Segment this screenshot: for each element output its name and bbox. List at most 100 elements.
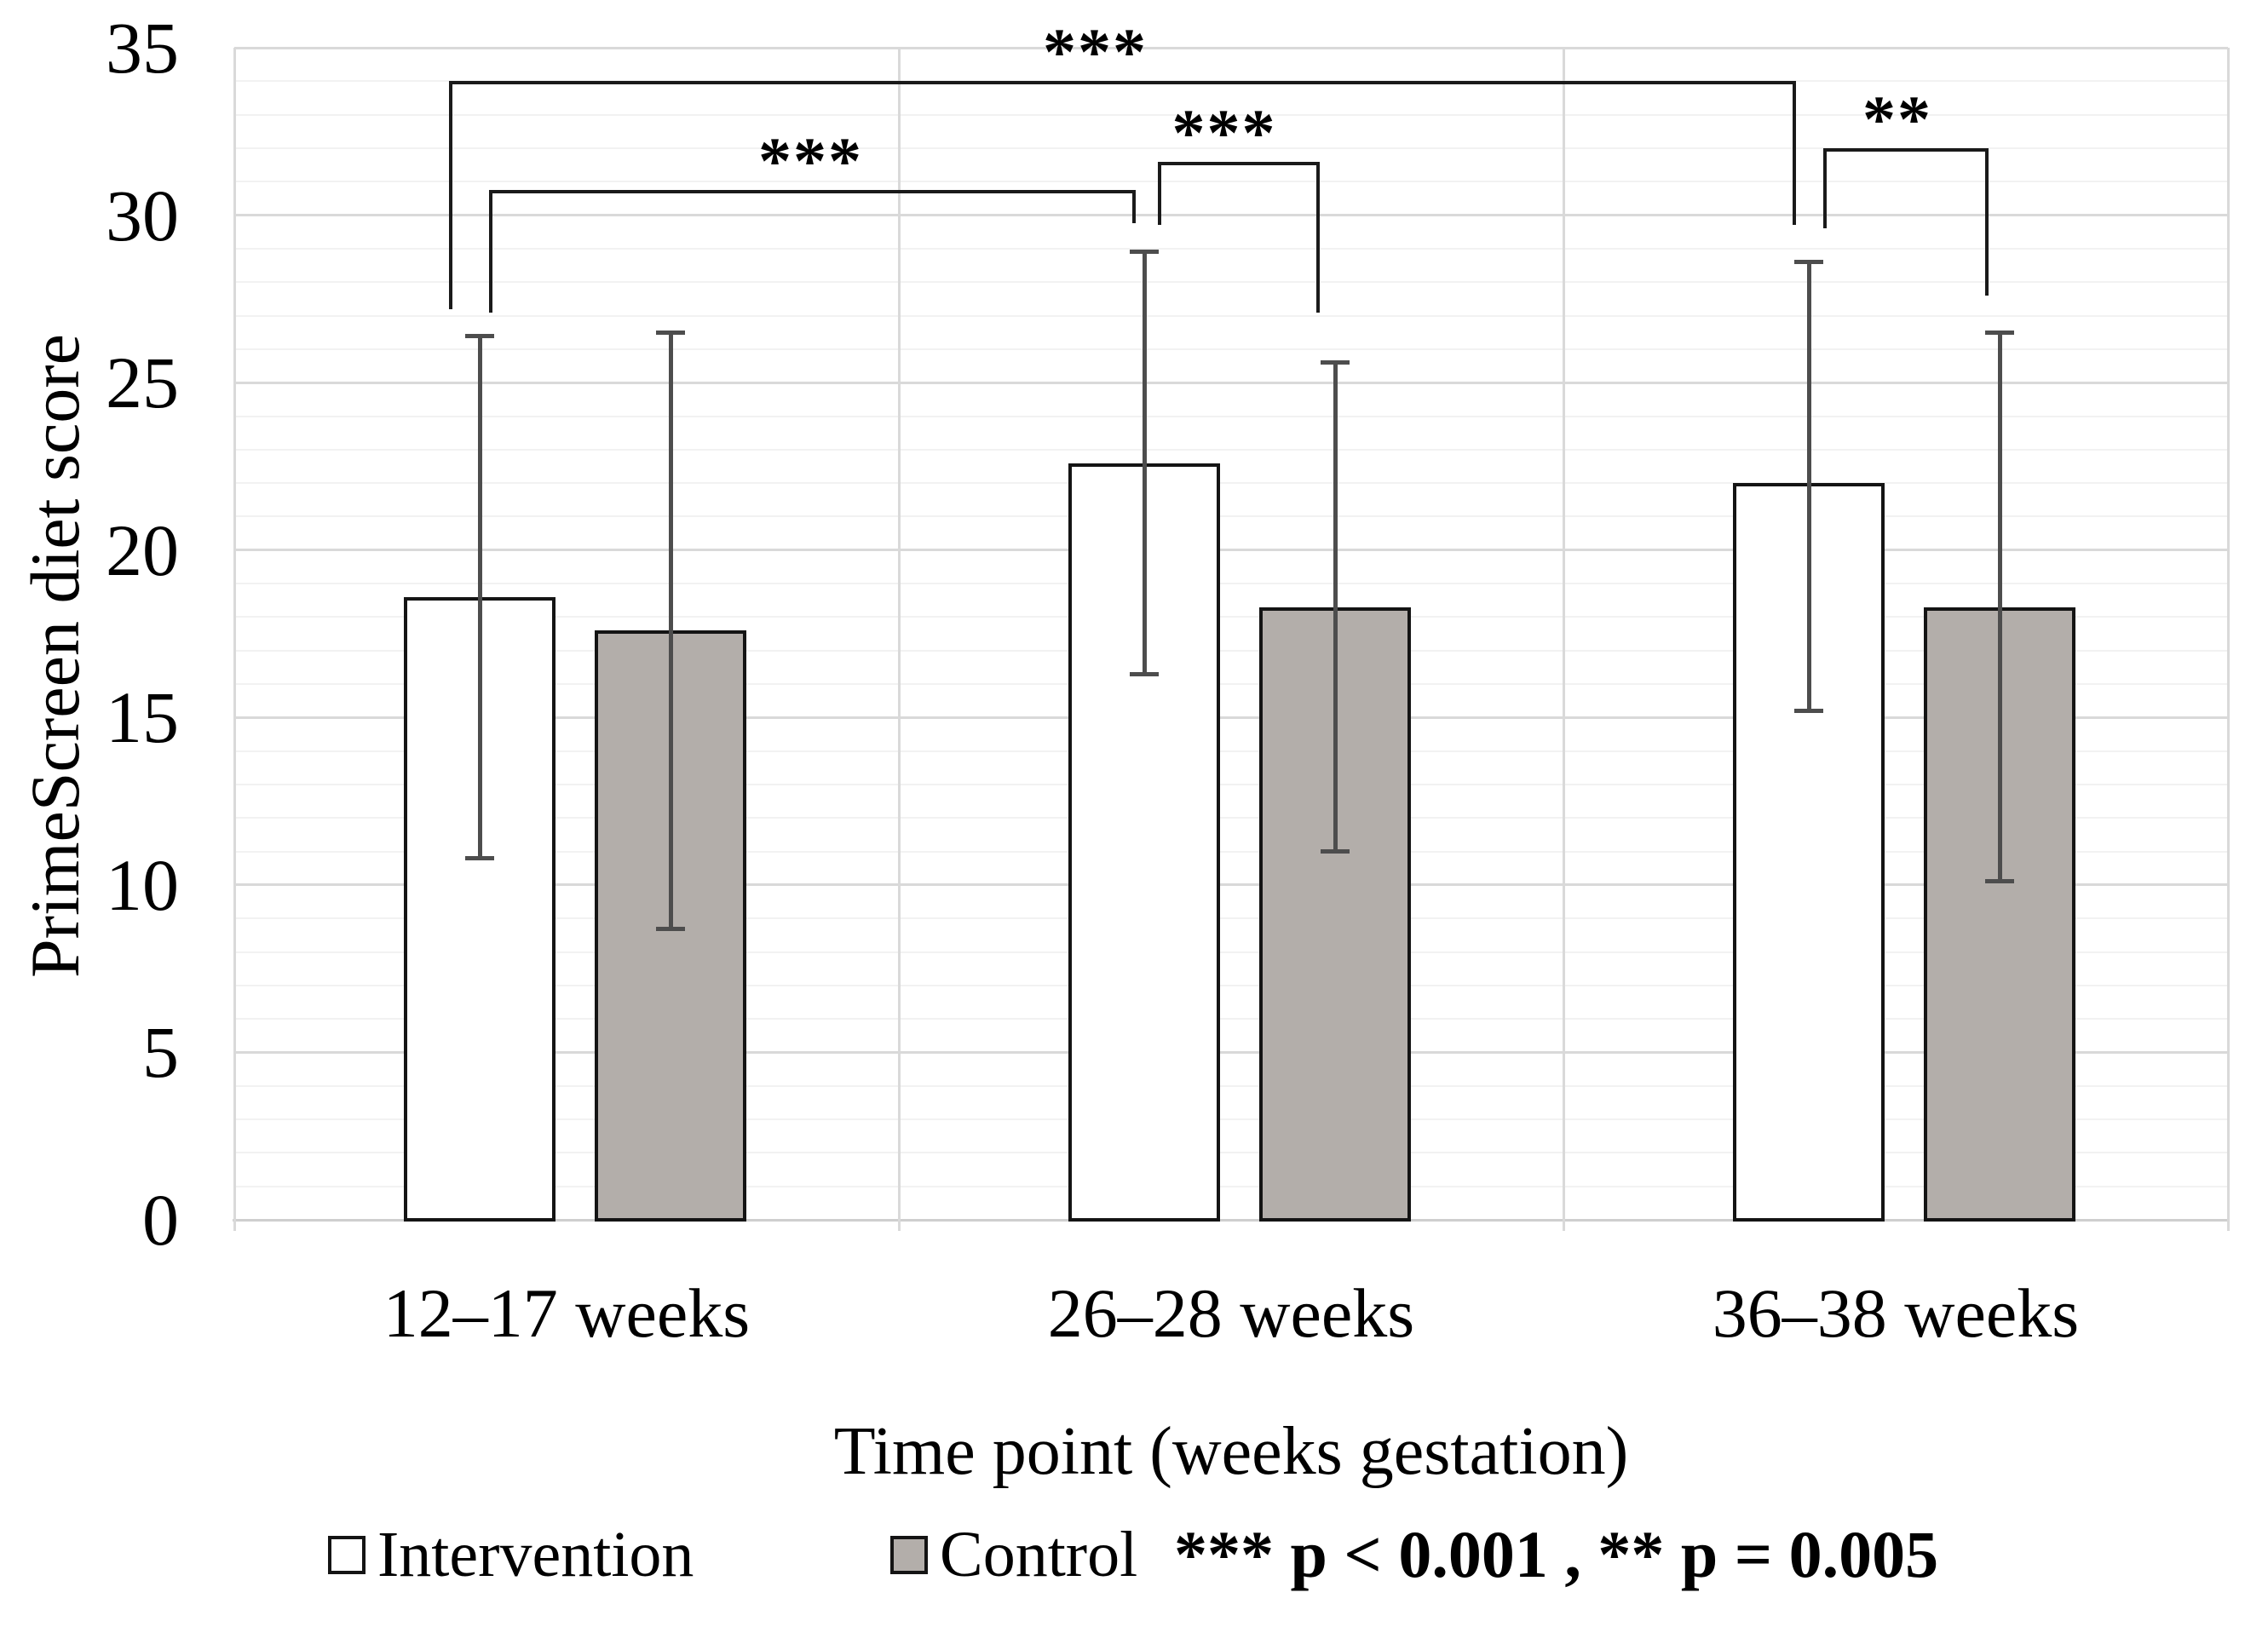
significance-bracket-left-drop	[1158, 161, 1161, 226]
minor-gridline	[234, 482, 2228, 485]
error-bar-cap-bottom	[1321, 849, 1350, 854]
error-bar-cap-bottom	[465, 855, 494, 860]
error-bar-cap-bottom	[656, 926, 685, 931]
intervention-swatch-icon	[328, 1535, 366, 1574]
minor-gridline	[234, 1152, 2228, 1154]
x-axis-tick	[233, 1220, 236, 1231]
significance-bracket-right-drop	[1793, 81, 1796, 226]
error-bar-line	[1142, 251, 1147, 675]
significance-bracket-left-drop	[449, 81, 452, 309]
error-bar-cap-top	[465, 333, 494, 338]
minor-gridline	[234, 1185, 2228, 1187]
minor-gridline	[234, 281, 2228, 284]
major-gridline	[234, 883, 2228, 887]
bar-intervention-2	[1733, 483, 1885, 1222]
significance-label: ***	[1043, 14, 1148, 89]
y-tick-label: 15	[106, 676, 179, 759]
control-swatch-icon	[890, 1535, 928, 1574]
minor-gridline	[234, 415, 2228, 417]
x-category-label: 12–17 weeks	[383, 1274, 751, 1352]
error-bar-cap-bottom	[1985, 879, 2014, 884]
significance-label: ***	[1171, 95, 1277, 170]
minor-gridline	[234, 348, 2228, 350]
minor-gridline	[234, 616, 2228, 618]
x-category-label: 26–28 weeks	[1047, 1274, 1415, 1352]
y-tick-label: 35	[106, 7, 179, 89]
error-bar-line	[1333, 362, 1338, 852]
x-axis-tick	[1562, 1220, 1565, 1231]
significance-bracket-left-drop	[489, 190, 492, 313]
major-gridline	[234, 214, 2228, 217]
legend: Intervention Control *** p < 0.001 , ** …	[0, 1516, 2268, 1601]
error-bar-cap-bottom	[1794, 708, 1823, 713]
minor-gridline	[234, 649, 2228, 652]
minor-gridline	[234, 750, 2228, 752]
x-axis-tick	[897, 1220, 901, 1231]
minor-gridline	[234, 683, 2228, 685]
minor-gridline	[234, 113, 2228, 116]
error-bar-cap-top	[1321, 360, 1350, 365]
error-bar-cap-top	[1130, 250, 1159, 255]
minor-gridline	[234, 583, 2228, 584]
significance-footnote: *** p < 0.001 , ** p = 0.005	[1174, 1517, 1939, 1591]
minor-gridline	[234, 181, 2228, 183]
minor-gridline	[234, 247, 2228, 250]
significance-bracket-right-drop	[1132, 190, 1136, 224]
legend-label-intervention: Intervention	[377, 1519, 694, 1590]
y-tick-label: 10	[106, 843, 179, 926]
minor-gridline	[234, 515, 2228, 518]
minor-gridline	[234, 1118, 2228, 1121]
minor-gridline	[234, 917, 2228, 920]
major-gridline	[234, 381, 2228, 384]
legend-item-intervention: Intervention	[328, 1516, 694, 1593]
significance-bracket-bar	[489, 190, 1136, 194]
x-axis-line	[233, 1218, 2230, 1222]
error-bar-line	[1806, 262, 1811, 711]
significance-bracket-bar	[1823, 147, 1989, 152]
y-tick-label: 5	[142, 1011, 179, 1094]
y-tick-label: 30	[106, 174, 179, 256]
significance-bracket-right-drop	[1316, 161, 1320, 313]
error-bar-cap-top	[1794, 260, 1823, 265]
minor-gridline	[234, 951, 2228, 953]
minor-gridline	[234, 984, 2228, 986]
error-bar-line	[668, 332, 673, 928]
minor-gridline	[234, 783, 2228, 785]
bar-control-1	[1259, 607, 1411, 1222]
legend-label-control: Control	[940, 1519, 1138, 1590]
major-gridline	[234, 549, 2228, 552]
major-gridline	[234, 46, 2228, 49]
x-axis-title: Time point (weeks gestation)	[833, 1414, 1629, 1489]
significance-label: **	[1862, 81, 1932, 156]
legend-item-control: Control	[890, 1516, 1137, 1593]
major-gridline	[234, 1050, 2228, 1054]
error-bar-cap-top	[1985, 330, 2014, 335]
error-bar-line	[1997, 332, 2002, 882]
significance-bracket-bar	[1158, 161, 1320, 165]
minor-gridline	[234, 448, 2228, 451]
minor-gridline	[234, 817, 2228, 819]
x-category-label: 36–38 weeks	[1712, 1274, 2080, 1352]
y-tick-label: 0	[142, 1179, 179, 1261]
minor-gridline	[234, 147, 2228, 149]
y-tick-label: 20	[106, 509, 179, 591]
significance-bracket-bar	[449, 81, 1796, 85]
y-tick-label: 25	[106, 342, 179, 424]
significance-bracket-left-drop	[1823, 147, 1827, 229]
minor-gridline	[234, 1018, 2228, 1020]
error-bar-cap-top	[656, 330, 685, 335]
error-bar-cap-bottom	[1130, 671, 1159, 676]
minor-gridline	[234, 1084, 2228, 1087]
significance-label: ***	[758, 124, 863, 198]
category-separator	[897, 48, 901, 1220]
minor-gridline	[234, 314, 2228, 317]
significance-bracket-right-drop	[1985, 147, 1989, 296]
major-gridline	[234, 716, 2228, 719]
plot-left-border	[233, 48, 236, 1220]
x-axis-tick	[2226, 1220, 2230, 1231]
minor-gridline	[234, 850, 2228, 853]
plot-right-border	[2226, 48, 2230, 1220]
error-bar-line	[477, 336, 482, 859]
